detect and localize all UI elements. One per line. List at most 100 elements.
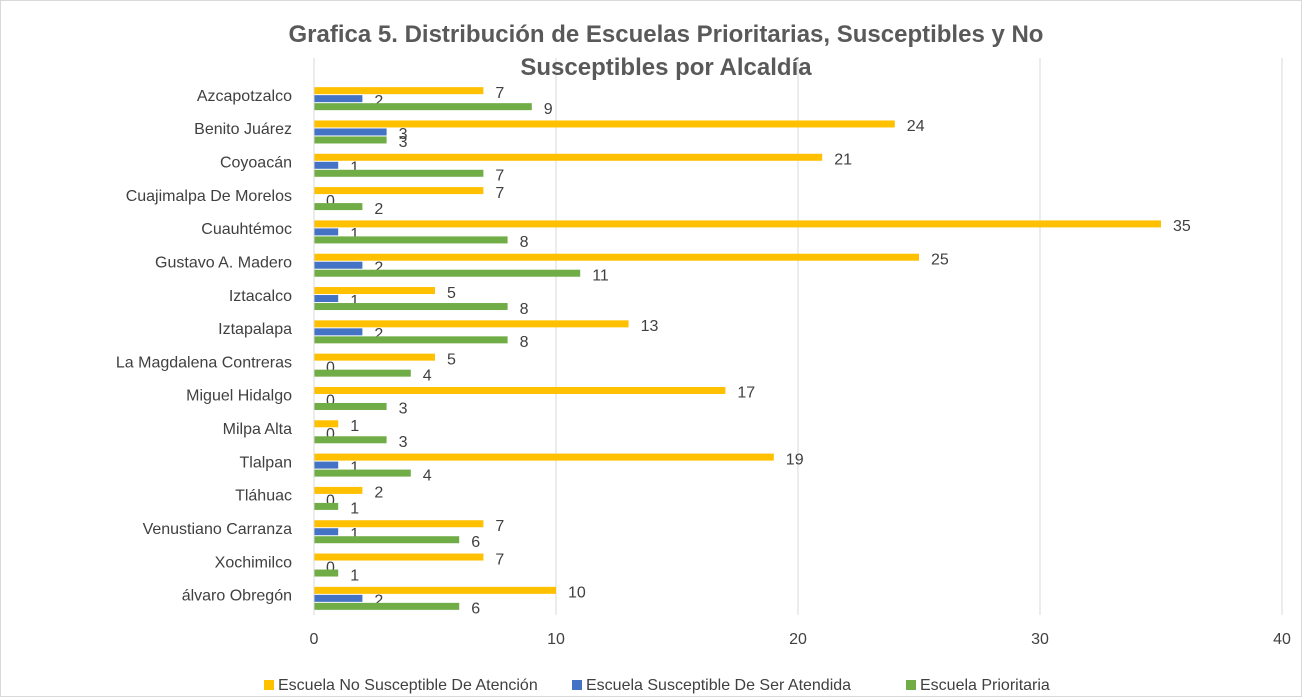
bar: [314, 128, 387, 136]
data-label: 6: [471, 601, 480, 618]
bar: [314, 486, 363, 494]
y-tick-label: Iztacalco: [229, 288, 292, 305]
data-label: 13: [641, 318, 659, 335]
bar: [314, 303, 508, 311]
bar: [314, 569, 339, 577]
bar: [314, 120, 895, 128]
data-label: 0: [326, 359, 335, 376]
bar: [314, 203, 363, 211]
y-tick-label: Cuauhtémoc: [201, 221, 292, 238]
y-tick-label: Cuajimalpa De Morelos: [126, 188, 292, 205]
data-label: 1: [350, 293, 359, 310]
x-tick-label: 10: [547, 631, 565, 648]
data-label: 5: [447, 351, 456, 368]
data-label: 4: [423, 367, 432, 384]
x-tick-label: 40: [1273, 631, 1291, 648]
y-tick-label: Coyoacán: [220, 155, 292, 172]
data-label: 1: [350, 567, 359, 584]
data-label: 1: [350, 226, 359, 243]
bar: [314, 420, 339, 428]
bar: [314, 586, 556, 594]
y-tick-label: Miguel Hidalgo: [186, 388, 292, 405]
data-label: 3: [399, 434, 408, 451]
data-label: 2: [374, 593, 383, 610]
y-tick-label: Gustavo A. Madero: [155, 254, 292, 271]
bar: [314, 502, 339, 510]
data-label: 9: [544, 101, 553, 118]
bar: [314, 320, 629, 328]
bar: [314, 453, 774, 461]
data-label: 3: [399, 134, 408, 151]
data-label: 2: [374, 485, 383, 502]
legend-swatch: [572, 680, 582, 690]
x-tick-label: 30: [1031, 631, 1049, 648]
bar: [314, 386, 726, 394]
data-label: 10: [568, 585, 586, 602]
bar: [314, 553, 484, 561]
data-label: 8: [520, 301, 529, 318]
bar: [314, 461, 339, 469]
data-label: 2: [374, 259, 383, 276]
data-label: 25: [931, 251, 949, 268]
data-label: 7: [495, 185, 504, 202]
data-label: 2: [374, 201, 383, 218]
data-label: 21: [834, 152, 852, 169]
data-label: 8: [520, 234, 529, 251]
data-label: 0: [326, 493, 335, 510]
legend-swatch: [906, 680, 916, 690]
bar: [314, 136, 387, 144]
legend-swatch: [264, 680, 274, 690]
bar: [314, 269, 581, 277]
bar: [314, 353, 435, 361]
y-tick-label: Venustiano Carranza: [143, 521, 293, 538]
legend-label: Escuela Prioritaria: [920, 677, 1050, 694]
data-label: 19: [786, 451, 804, 468]
y-tick-label: Tláhuac: [235, 488, 292, 505]
data-label: 1: [350, 526, 359, 543]
y-tick-label: Xochimilco: [215, 554, 292, 571]
x-tick-label: 20: [789, 631, 807, 648]
data-label: 7: [495, 168, 504, 185]
bar: [314, 295, 339, 303]
bar: [314, 287, 435, 295]
y-tick-label: Tlalpan: [240, 454, 292, 471]
data-label: 35: [1173, 218, 1191, 235]
data-label: 2: [374, 93, 383, 110]
bar: [314, 469, 411, 477]
data-label: 7: [495, 85, 504, 102]
y-tick-label: La Magdalena Contreras: [116, 354, 292, 371]
data-label: 0: [326, 426, 335, 443]
chart-title: Grafica 5. Distribución de Escuelas Prio…: [288, 21, 1044, 81]
bar: [314, 536, 460, 544]
bar: [314, 369, 411, 377]
bar: [314, 602, 460, 610]
y-tick-label: Benito Juárez: [194, 121, 292, 138]
bar: [314, 228, 339, 236]
bar: [314, 253, 919, 261]
data-label: 5: [447, 285, 456, 302]
bar: [314, 220, 1161, 228]
bar: [314, 328, 363, 336]
data-label: 7: [495, 518, 504, 535]
bar: [314, 95, 363, 103]
bar: [314, 336, 508, 344]
data-label: 8: [520, 334, 529, 351]
bar: [314, 436, 387, 444]
data-label: 6: [471, 534, 480, 551]
bar: [314, 594, 363, 602]
y-tick-label: álvaro Obregón: [182, 588, 292, 605]
data-label: 17: [737, 385, 755, 402]
bar: [314, 153, 823, 161]
data-label: 3: [399, 126, 408, 143]
data-label: 1: [350, 459, 359, 476]
y-tick-label: Iztapalapa: [218, 321, 292, 338]
data-label: 7: [495, 551, 504, 568]
bar: [314, 402, 387, 410]
data-label: 2: [374, 326, 383, 343]
data-label: 3: [399, 401, 408, 418]
x-tick-label: 0: [310, 631, 319, 648]
legend-label: Escuela Susceptible De Ser Atendida: [586, 677, 851, 694]
